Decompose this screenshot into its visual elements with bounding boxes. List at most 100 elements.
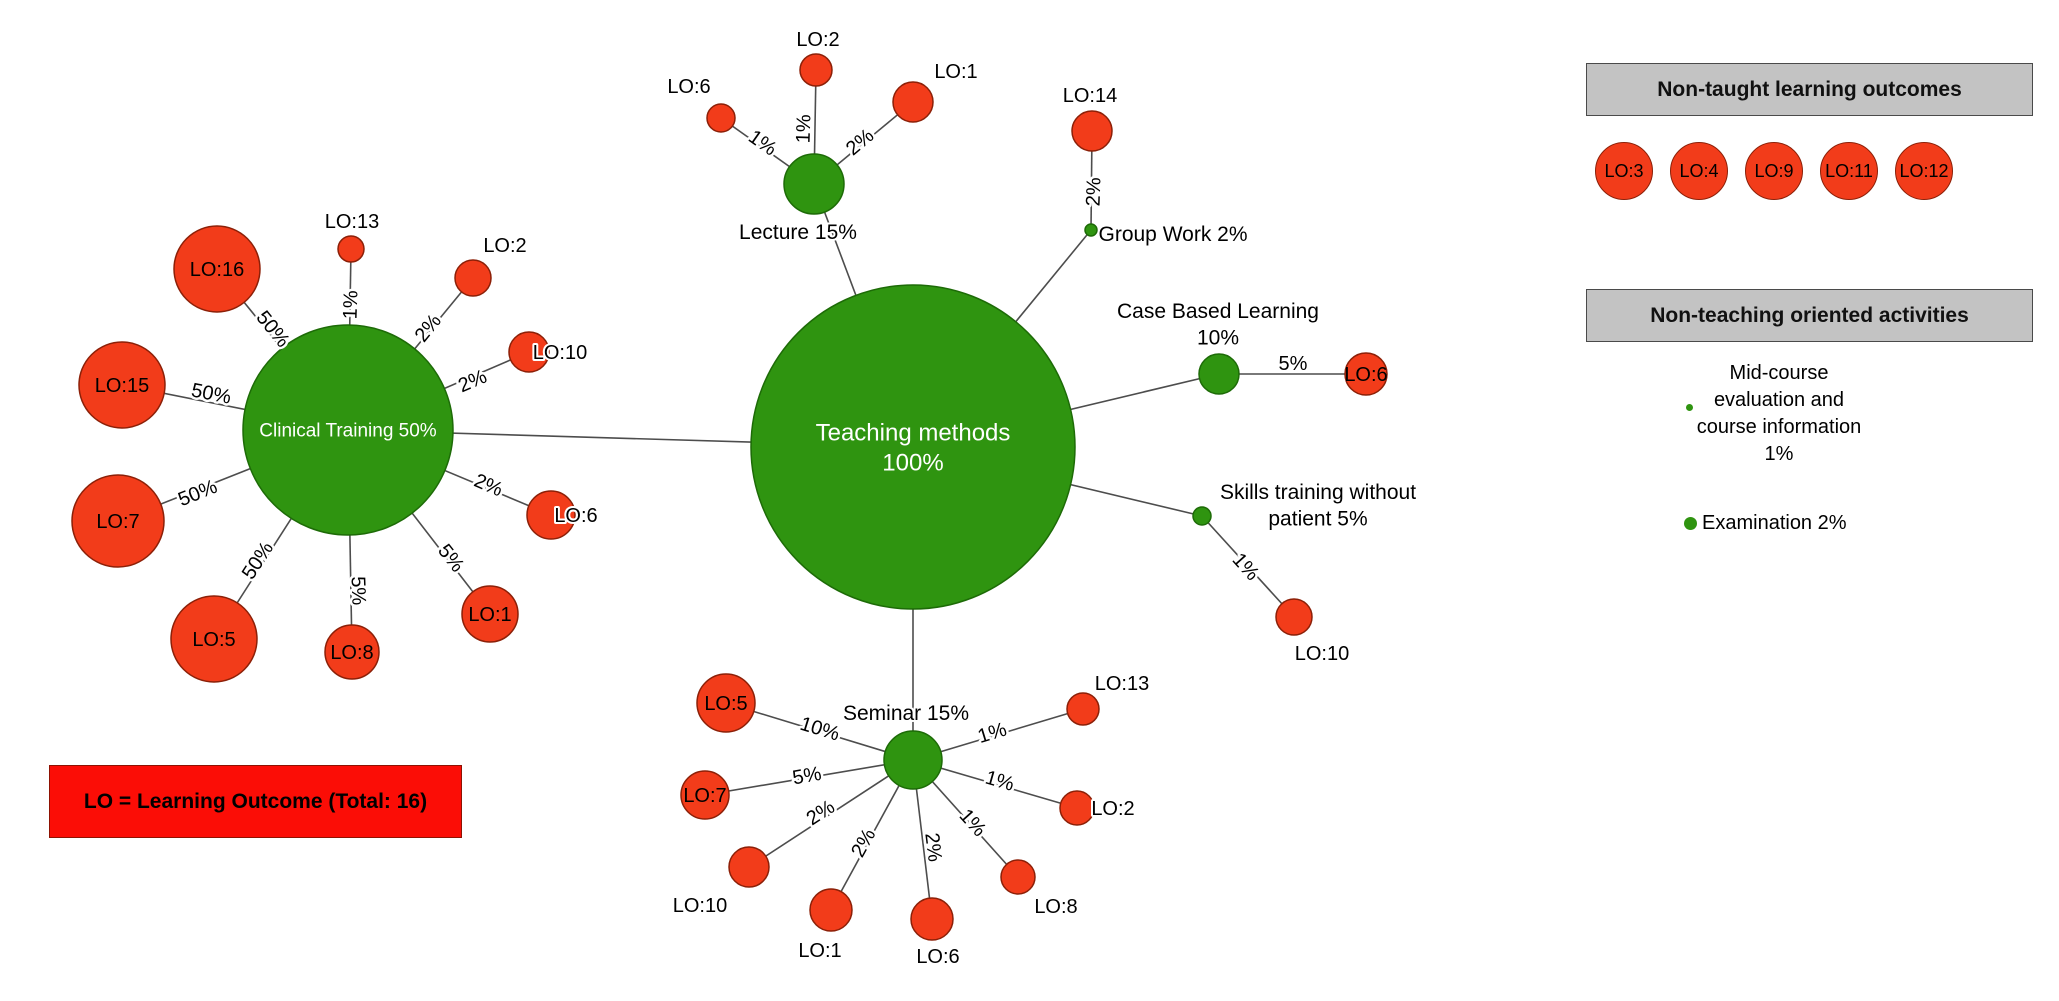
outcome-node-se10 (728, 846, 770, 888)
edge-seminar-se7 (704, 759, 914, 796)
non-taught-outcome-circle: LO:12 (1895, 142, 1953, 200)
node-label-cb6: LO:6 (1344, 364, 1387, 386)
node-label-groupwork: Group Work 2% (1099, 223, 1248, 246)
outcome-node-c6 (526, 490, 576, 540)
node-label-se13: LO:13 (1095, 673, 1149, 695)
method-node-teaching (750, 284, 1076, 610)
outcome-node-c5 (170, 595, 258, 683)
outcome-node-c2 (454, 259, 492, 297)
node-label-c15: LO:15 (95, 375, 149, 397)
outcome-node-c10 (508, 331, 550, 373)
outcome-node-se1 (809, 888, 853, 932)
method-node-lecture (783, 153, 845, 215)
outcome-node-se2 (1059, 790, 1095, 826)
node-label-l2: LO:2 (796, 29, 839, 51)
outcome-node-se8 (1000, 859, 1036, 895)
legend-box: LO = Learning Outcome (Total: 16) (49, 765, 462, 838)
edge-skills-s10 (1201, 515, 1295, 618)
node-label-c2: LO:2 (483, 235, 526, 257)
node-label-g14: LO:14 (1063, 85, 1117, 107)
node-label-c7: LO:7 (96, 511, 139, 533)
outcome-node-c1 (461, 585, 519, 643)
node-label-casebased: Case Based Learning 10% (1117, 300, 1319, 349)
outcome-node-se7 (680, 770, 730, 820)
node-label-l6: LO:6 (667, 76, 710, 98)
midcourse-line: evaluation and (1713, 389, 1845, 411)
examination-label: Examination 2% (1702, 512, 1847, 534)
node-label-se6: LO:6 (916, 946, 959, 968)
outcome-node-c15 (78, 341, 166, 429)
non-taught-outcome-circle: LO:4 (1670, 142, 1728, 200)
outcome-node-g14 (1071, 110, 1113, 152)
edge-weight-label: 2% (920, 832, 945, 864)
node-label-skills: Skills training without patient 5% (1220, 481, 1416, 530)
edge-weight-label: 2% (847, 825, 880, 861)
edge-seminar-se5 (725, 702, 914, 761)
edge-weight-label: 5% (346, 576, 369, 606)
node-label-se2: LO:2 (1091, 798, 1134, 820)
midcourse-line: 1% (1764, 443, 1794, 465)
edge-weight-label: 1% (340, 290, 363, 320)
node-label-c16: LO:16 (190, 259, 244, 281)
node-label-c6: LO:6 (554, 505, 597, 527)
outcome-node-l1 (892, 81, 934, 123)
edge-weight-label: 5% (791, 763, 824, 790)
node-label-l1: LO:1 (934, 61, 977, 83)
outcome-node-c7 (71, 474, 165, 568)
examination-item: Examination 2% (1684, 512, 1847, 535)
outcome-node-c8 (324, 624, 380, 680)
node-label-c10: LO:10 (533, 342, 587, 364)
node-label-se5: LO:5 (704, 693, 747, 715)
edge-weight-label: 1% (955, 805, 991, 841)
method-node-seminar (883, 730, 943, 790)
method-node-skills (1192, 506, 1212, 526)
non-teaching-header: Non-teaching oriented activities (1586, 289, 2033, 342)
midcourse-dot-icon (1686, 404, 1693, 411)
midcourse-item: Mid-course evaluation and course informa… (1659, 360, 1899, 468)
outcome-node-c16 (173, 225, 261, 313)
non-taught-outcomes-row: LO:3 LO:4 LO:9 LO:11 LO:12 (1595, 142, 1953, 200)
node-label-teaching: Teaching methods 100% (816, 419, 1011, 476)
outcome-node-l2 (799, 53, 833, 87)
outcome-node-l6 (706, 103, 736, 133)
node-label-s10: LO:10 (1295, 643, 1349, 665)
outcome-node-se6 (910, 897, 954, 941)
outcome-node-cb6 (1344, 352, 1388, 396)
edge-weight-label: 1% (744, 126, 780, 161)
edge-weight-label: 2% (411, 310, 446, 346)
non-taught-outcome-circle: LO:3 (1595, 142, 1653, 200)
node-label-c8: LO:8 (330, 642, 373, 664)
node-label-c13: LO:13 (325, 211, 379, 233)
edge-weight-label: 1% (983, 767, 1017, 796)
node-label-se8: LO:8 (1034, 896, 1077, 918)
edge-seminar-se10 (748, 759, 914, 868)
edge-weight-label: 1% (793, 114, 816, 144)
method-node-groupwork (1084, 223, 1098, 237)
edge-weight-label: 1% (975, 718, 1009, 748)
edge-weight-label: 2% (842, 125, 878, 161)
outcome-node-s10 (1275, 598, 1313, 636)
outcome-node-se5 (696, 673, 756, 733)
method-node-clinical (242, 324, 454, 536)
edge-weight-label: 2% (1083, 177, 1106, 207)
method-node-casebased (1198, 353, 1240, 395)
node-label-se10: LO:10 (673, 895, 727, 917)
edge-weight-label: 2% (803, 796, 839, 830)
edge-weight-label: 50% (175, 476, 221, 511)
outcome-node-c13 (337, 235, 365, 263)
edge-weight-label: 5% (433, 540, 468, 576)
edge-weight-label: 1% (1228, 549, 1264, 585)
edge-weight-label: 50% (238, 538, 278, 584)
non-taught-header: Non-taught learning outcomes (1586, 63, 2033, 116)
outcome-node-se13 (1066, 692, 1100, 726)
node-label-clinical: Clinical Training 50% (259, 421, 437, 442)
node-label-se1: LO:1 (798, 940, 841, 962)
node-label-seminar: Seminar 15% (843, 702, 969, 725)
edge-weight-label: 2% (471, 470, 506, 502)
node-label-se7: LO:7 (683, 785, 726, 807)
node-label-c5: LO:5 (192, 629, 235, 651)
non-taught-outcome-circle: LO:9 (1745, 142, 1803, 200)
midcourse-line: course information (1696, 416, 1862, 438)
node-label-lecture: Lecture 15% (739, 221, 857, 244)
